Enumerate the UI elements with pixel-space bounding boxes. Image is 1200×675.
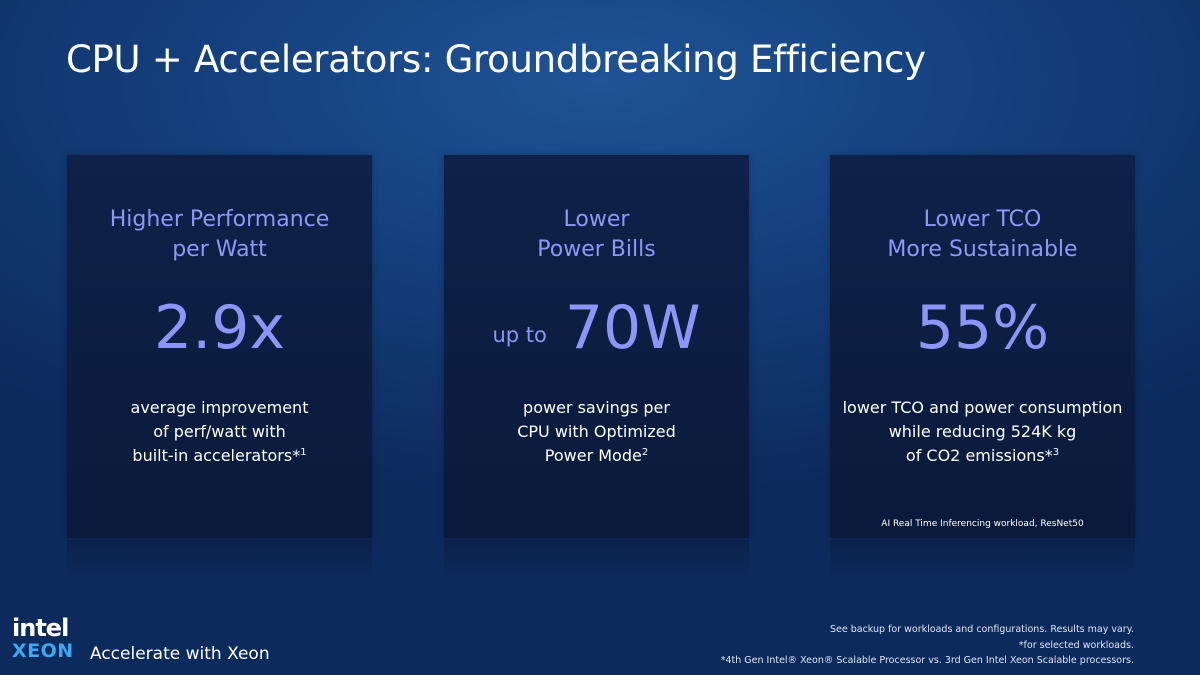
description-line: built-in accelerators*1 xyxy=(67,444,372,468)
card-heading: Lower Power Bills xyxy=(444,205,749,265)
footnote: See backup for workloads and configurati… xyxy=(829,624,1134,635)
superscript: 2 xyxy=(641,447,649,458)
value-prefix: up to xyxy=(492,323,547,347)
footnote: *for selected workloads. xyxy=(1018,640,1134,651)
description-text: while reducing 524K kg xyxy=(888,422,1077,441)
card-reflection xyxy=(830,540,1135,580)
description-text: CPU with Optimized xyxy=(517,422,676,441)
card-description: power savings per CPU with Optimized Power… xyxy=(444,396,749,468)
value-text: 2.9x xyxy=(154,293,285,363)
card: Higher Performance per Watt 2.9x average im… xyxy=(67,155,372,538)
superscript: 1 xyxy=(300,447,307,458)
description-text: Power Mode xyxy=(544,446,642,465)
description-text: of CO2 emissions* xyxy=(905,446,1053,465)
heading-line: More Sustainable xyxy=(887,237,1078,262)
card-description: average improvement of perf/watt with buil… xyxy=(67,396,372,468)
card-heading: Lower TCO More Sustainable xyxy=(830,205,1135,265)
card-reflection xyxy=(444,540,749,580)
value-text: 55% xyxy=(915,293,1050,363)
description-line: CPU with Optimized xyxy=(444,420,749,444)
heading-line: Power Bills xyxy=(537,237,656,262)
heading-line: Lower TCO xyxy=(923,207,1042,232)
card-heading: Higher Performance per Watt xyxy=(67,205,372,265)
description-line: of CO2 emissions*3 xyxy=(830,444,1135,468)
tagline: Accelerate with Xeon xyxy=(90,644,270,664)
description-text: of perf/watt with xyxy=(153,422,286,441)
slide-title: CPU + Accelerators: Groundbreaking Effic… xyxy=(66,38,926,81)
superscript: 3 xyxy=(1052,447,1060,458)
description-line: Power Mode2 xyxy=(444,444,749,468)
description-text: built-in accelerators* xyxy=(132,446,301,465)
logo-text: XEON xyxy=(12,640,74,662)
description-line: average improvement xyxy=(67,396,372,420)
description-text: average improvement xyxy=(130,398,309,417)
description-text: lower TCO and power consumption xyxy=(842,398,1123,417)
card: Lower TCO More Sustainable 55% lower TCO an… xyxy=(830,155,1135,538)
value-text: 70W xyxy=(564,293,701,363)
description-line: of perf/watt with xyxy=(67,420,372,444)
card-note: AI Real Time Inferencing workload, ResNe… xyxy=(881,519,1084,529)
description-line: while reducing 524K kg xyxy=(830,420,1135,444)
heading-line: Higher Performance xyxy=(109,207,330,232)
heading-line: Lower xyxy=(563,207,630,232)
description-line: lower TCO and power consumption xyxy=(830,396,1135,420)
card-value: 55% xyxy=(830,293,1135,363)
card-value: 2.9x xyxy=(67,293,372,363)
footnote: *4th Gen Intel® Xeon® Scalable Processor… xyxy=(720,655,1134,666)
logo-text: intel xyxy=(12,614,69,642)
card-value: up to 70W xyxy=(444,293,749,370)
card: Lower Power Bills up to 70W power savings pe… xyxy=(444,155,749,538)
card-description: lower TCO and power consumption while red… xyxy=(830,396,1135,468)
card-reflection xyxy=(67,540,372,580)
heading-line: per Watt xyxy=(172,237,267,262)
description-line: power savings per xyxy=(444,396,749,420)
description-text: power savings per xyxy=(523,398,670,417)
